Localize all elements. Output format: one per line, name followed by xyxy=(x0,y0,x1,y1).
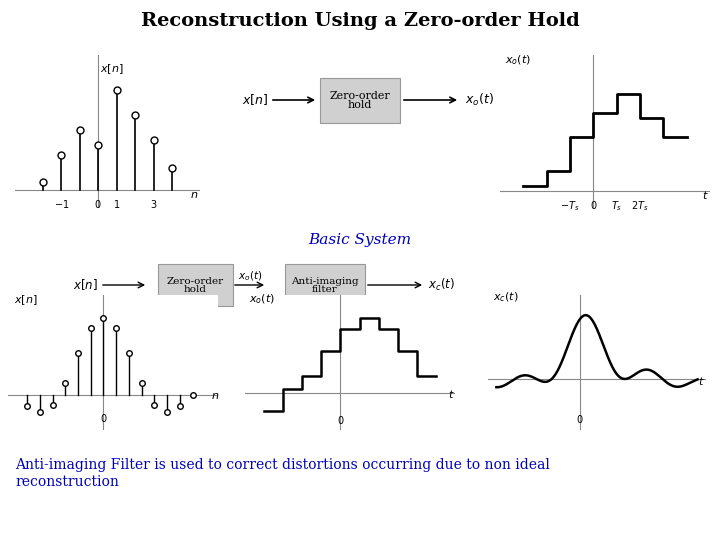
Text: hold: hold xyxy=(184,286,207,294)
Text: $x_o(t)$: $x_o(t)$ xyxy=(238,269,262,283)
Text: $0$: $0$ xyxy=(577,413,584,424)
Text: $3$: $3$ xyxy=(150,198,158,210)
Text: $T_s$: $T_s$ xyxy=(611,199,622,213)
Text: $x_o(t)$: $x_o(t)$ xyxy=(465,92,494,108)
Text: $t$: $t$ xyxy=(702,188,708,200)
Text: $-1$: $-1$ xyxy=(53,198,69,210)
Text: $x[n]$: $x[n]$ xyxy=(242,92,268,107)
Text: $x[n]$: $x[n]$ xyxy=(14,293,38,307)
Text: $t$: $t$ xyxy=(448,388,454,401)
Text: Zero-order: Zero-order xyxy=(330,91,390,101)
Text: Zero-order: Zero-order xyxy=(166,276,224,286)
Text: $n$: $n$ xyxy=(190,190,199,200)
Text: $x[n]$: $x[n]$ xyxy=(73,278,97,293)
Text: $0$: $0$ xyxy=(590,199,597,211)
Text: $1$: $1$ xyxy=(113,198,120,210)
Text: $t$: $t$ xyxy=(698,375,704,387)
Text: Anti-imaging: Anti-imaging xyxy=(291,276,359,286)
Text: $x_c(t)$: $x_c(t)$ xyxy=(493,291,518,304)
Text: $x[n]$: $x[n]$ xyxy=(100,62,124,76)
Text: Reconstruction Using a Zero-order Hold: Reconstruction Using a Zero-order Hold xyxy=(140,12,580,30)
Text: Basic System: Basic System xyxy=(308,233,412,247)
Text: $0$: $0$ xyxy=(94,198,102,210)
Text: filter: filter xyxy=(312,286,338,294)
Text: $0$: $0$ xyxy=(99,412,107,424)
Text: $x_c(t)$: $x_c(t)$ xyxy=(428,277,455,293)
FancyBboxPatch shape xyxy=(285,264,365,306)
Text: hold: hold xyxy=(348,100,372,110)
Text: $x_o(t)$: $x_o(t)$ xyxy=(249,293,275,306)
FancyBboxPatch shape xyxy=(320,78,400,123)
Text: $0$: $0$ xyxy=(337,414,344,426)
Text: $2T_s$: $2T_s$ xyxy=(631,199,649,213)
Text: $x_o(t)$: $x_o(t)$ xyxy=(505,53,531,66)
FancyBboxPatch shape xyxy=(158,264,233,306)
Text: Anti-imaging Filter is used to correct distortions occurring due to non ideal: Anti-imaging Filter is used to correct d… xyxy=(15,458,550,472)
Text: $n$: $n$ xyxy=(211,391,220,401)
Text: reconstruction: reconstruction xyxy=(15,475,119,489)
Text: $-T_s$: $-T_s$ xyxy=(560,199,580,213)
